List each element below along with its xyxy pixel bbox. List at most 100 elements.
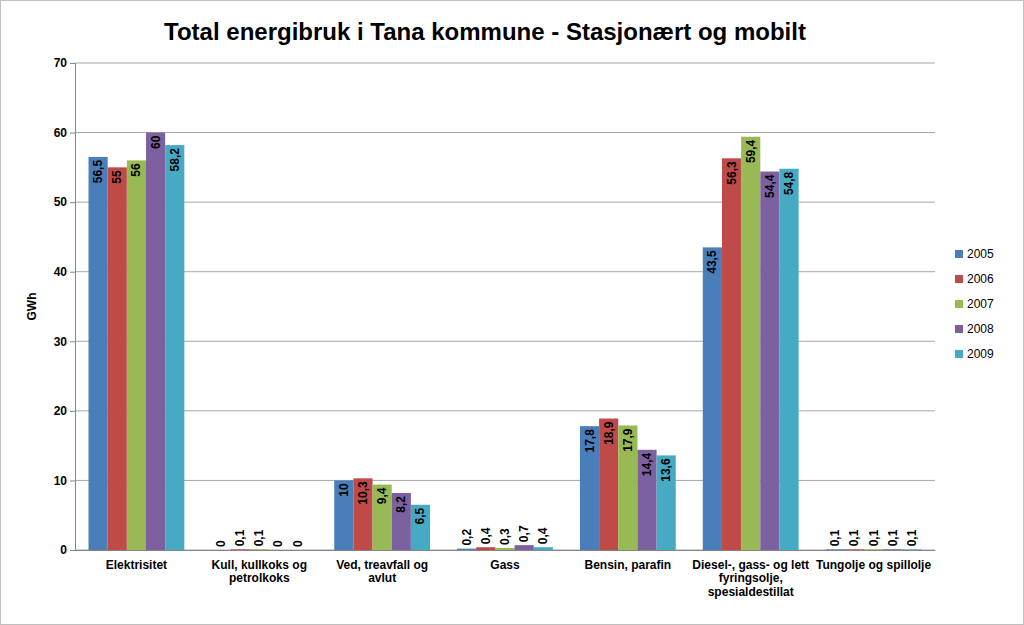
x-tick-label: Kull, kullkoks ogpetrolkoks [212,558,307,586]
grid [75,63,935,550]
data-label: 8,2 [394,496,408,513]
bar [89,157,108,550]
grid-line [75,480,935,481]
data-label: 54,8 [782,171,796,195]
data-label: 60 [149,135,163,149]
y-tick-mark [70,272,75,273]
bar [269,550,288,551]
x-tick: Gass [490,550,520,572]
data-label: 0 [214,540,228,547]
bar [334,480,353,550]
x-tick: Kull, kullkoks ogpetrolkoks [212,550,307,585]
data-label: 54,4 [763,174,777,198]
bars [89,133,922,550]
x-tick-label: Bensin, parafin [585,558,672,572]
x-tick-label-line: Ved, treavfall og [336,558,428,572]
legend-label: 2009 [967,347,994,361]
x-tick: Elektrisitet [106,550,167,572]
bar [108,167,127,550]
data-label: 0 [291,540,305,547]
data-label: 0,1 [886,529,900,546]
data-label: 56,5 [91,160,105,184]
bar [231,549,250,550]
y-tick: 70 [54,56,75,70]
bar-series [165,145,921,550]
bar [722,158,741,550]
bar [703,247,722,550]
data-label: 18,9 [602,421,616,445]
bar-series [146,133,902,550]
data-label: 0,2 [460,529,474,546]
y-tick-label: 60 [54,126,68,140]
y-tick-label: 40 [54,265,68,279]
x-axis-line [76,550,936,551]
x-tick-label-line: Kull, kullkoks og [212,558,307,572]
bar [741,137,760,550]
bar-series [127,137,883,550]
y-tick: 40 [54,265,75,279]
bar [515,545,534,550]
legend-label: 2007 [967,297,994,311]
data-labels: 56,50100,217,843,50,1550,110,30,418,956,… [91,135,919,547]
data-label: 6,5 [413,507,427,524]
y-tick: 10 [54,474,75,488]
x-tick: Bensin, parafin [585,550,672,572]
legend-swatch [955,350,963,358]
data-label: 10,3 [356,481,370,505]
data-label: 56,3 [725,161,739,185]
bar [779,169,798,550]
y-tick-mark [70,63,75,64]
data-label: 0,7 [517,525,531,542]
x-tick-label-line: spesialdestillat [708,585,794,599]
data-label: 0,1 [905,529,919,546]
grid-line [75,341,935,342]
data-label: 10 [337,483,351,497]
data-label: 0,1 [847,529,861,546]
y-tick-label: 0 [60,543,67,557]
x-tick-label-line: Bensin, parafin [585,558,672,572]
data-label: 0,3 [498,528,512,545]
y-axis-line [70,64,76,551]
bar [618,425,637,550]
bar [902,549,921,550]
y-tick-label: 10 [54,474,68,488]
legend-swatch [955,275,963,283]
y-tick-mark [70,341,75,342]
data-label: 17,8 [583,429,597,453]
grid-line [75,271,935,272]
bar [826,549,845,550]
x-tick-label: Tungolje og spillolje [816,558,931,572]
data-label: 13,6 [659,458,673,482]
data-label: 55 [110,170,124,184]
data-label: 58,2 [168,148,182,172]
legend: 20052006200720082009 [955,247,994,361]
bar [165,145,184,550]
x-axis: Elektrisitet Kull, kullkoks ogpetrolkoks V… [76,550,936,599]
chart: 010203040506070ElektrisitetKull, kullkok… [0,0,1024,625]
x-tick: Diesel-, gass- og lettfyringsolje,spesia… [692,550,809,599]
x-tick-label: Gass [490,558,520,572]
legend-label: 2005 [967,247,994,261]
bar [288,550,307,551]
plot: 010203040506070ElektrisitetKull, kullkok… [54,56,936,599]
chart-frame [1,1,1024,625]
data-label: 0,1 [252,529,266,546]
y-axis: 010203040506070 [54,56,76,557]
data-label: 17,9 [621,428,635,452]
bar [411,505,430,550]
bar [373,485,392,550]
y-tick-label: 50 [54,195,68,209]
legend-label: 2008 [967,322,994,336]
bar [534,547,553,550]
x-tick-label-line: avlut [368,571,396,585]
x-tick-label: Elektrisitet [106,558,167,572]
grid-line [75,132,935,133]
data-label: 9,4 [375,487,389,504]
data-label: 0,4 [536,527,550,544]
bar [392,493,411,550]
x-tick-label-line: Gass [490,558,520,572]
x-tick-label-line: Tungolje og spillolje [816,558,931,572]
bar [457,549,476,550]
data-label: 14,4 [640,452,654,476]
title: Total energibruk i Tana kommune - Stasjo… [164,18,806,45]
